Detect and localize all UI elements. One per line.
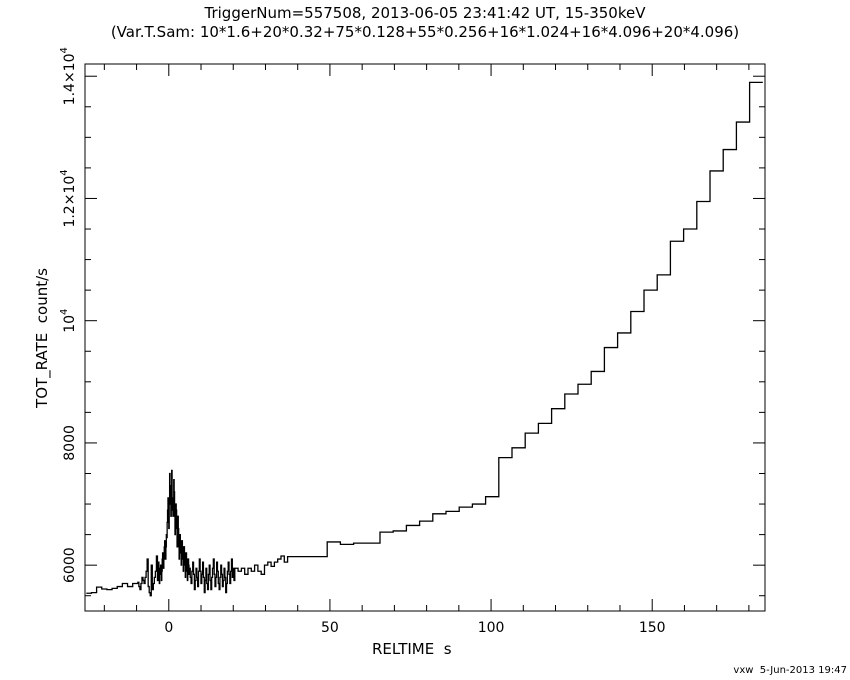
chart-subtitle: (Var.T.Sam: 10*1.6+20*0.32+75*0.128+55*0… [110,23,740,41]
plot-frame [84,63,766,612]
x-axis-label: RELTIME s [372,640,452,658]
footer-timestamp: vxw 5-Jun-2013 19:47 [733,665,847,676]
x-tick-label: 0 [164,620,173,636]
x-tick-labels: 0 50 100 150 [164,620,665,636]
x-tick-label: 50 [321,620,339,636]
y-axis-label: TOT_RATE count/s [33,268,52,409]
y-tick-labels: 6000 8000 104 1.2×104 1.4×104 [59,47,78,583]
tick-marks [85,64,765,611]
y-tick-label: 1.4×104 [59,47,78,105]
chart-title: TriggerNum=557508, 2013-06-05 23:41:42 U… [204,4,646,22]
y-tick-label: 8000 [62,425,78,461]
y-tick-label: 104 [59,309,78,333]
y-tick-label: 1.2×104 [59,169,78,227]
x-tick-label: 150 [639,620,666,636]
y-tick-label: 6000 [62,547,78,583]
rate-curve [86,81,763,597]
x-tick-label: 100 [478,620,505,636]
